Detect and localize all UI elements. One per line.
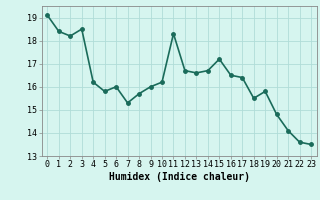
X-axis label: Humidex (Indice chaleur): Humidex (Indice chaleur) — [109, 172, 250, 182]
